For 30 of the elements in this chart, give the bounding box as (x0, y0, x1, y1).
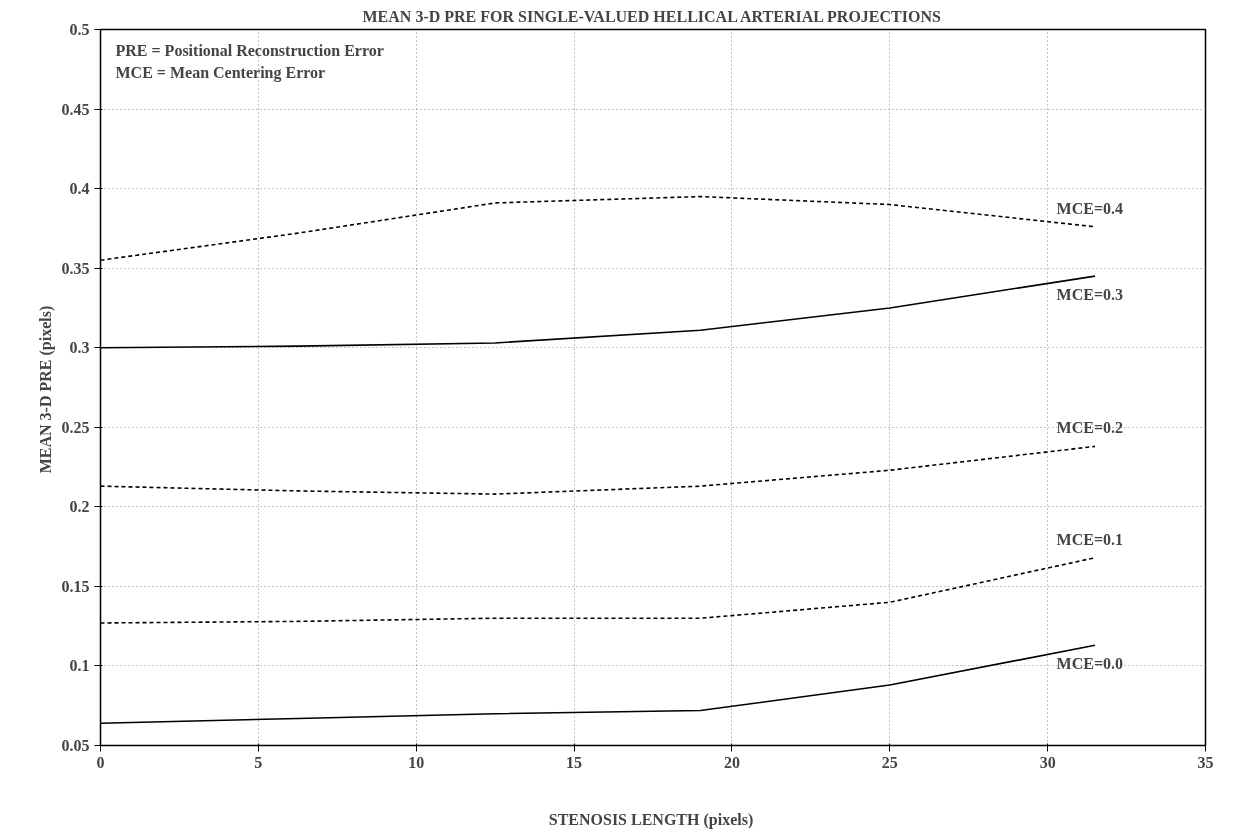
x-tick-label: 30 (1039, 753, 1056, 771)
y-tick-label: 0.15 (61, 577, 90, 595)
x-tick-label: 15 (566, 753, 583, 771)
y-tick-label: 0.5 (69, 21, 90, 38)
series-label: MCE=0.0 (1056, 655, 1124, 673)
line-series (100, 556, 1096, 624)
series-label: MCE=0.4 (1056, 199, 1124, 217)
x-axis-title: STENOSIS LENGTH (pixels) (548, 810, 754, 829)
x-tick-label: 5 (254, 753, 263, 771)
y-tick-label: 0.45 (61, 100, 90, 118)
chart-title: MEAN 3-D PRE FOR SINGLE-VALUED HELLICAL ARTERIAL PROJECTIONS (362, 7, 941, 25)
annotation: PRE = Positional Reconstruction Error (115, 41, 384, 59)
series-label: MCE=0.1 (1056, 530, 1124, 548)
x-tick-label: 0 (96, 753, 105, 771)
y-tick-label: 0.05 (61, 737, 90, 754)
y-tick-label: 0.25 (61, 418, 90, 436)
y-axis-title: MEAN 3-D PRE (pixels) (36, 305, 55, 474)
y-tick-label: 0.1 (69, 657, 90, 675)
x-tick-label: 35 (1197, 753, 1214, 771)
line-series (100, 445, 1096, 495)
y-tick-label: 0.4 (69, 180, 90, 198)
y-tick-label: 0.3 (69, 339, 90, 357)
series-label: MCE=0.2 (1056, 419, 1124, 437)
x-tick-label: 10 (408, 753, 425, 771)
y-tick-label: 0.2 (69, 498, 90, 516)
y-tick-label: 0.35 (61, 259, 90, 277)
annotation: MCE = Mean Centering Error (115, 63, 326, 82)
series-label: MCE=0.3 (1056, 286, 1124, 304)
x-tick-label: 25 (881, 753, 898, 771)
x-tick-label: 20 (723, 753, 740, 771)
